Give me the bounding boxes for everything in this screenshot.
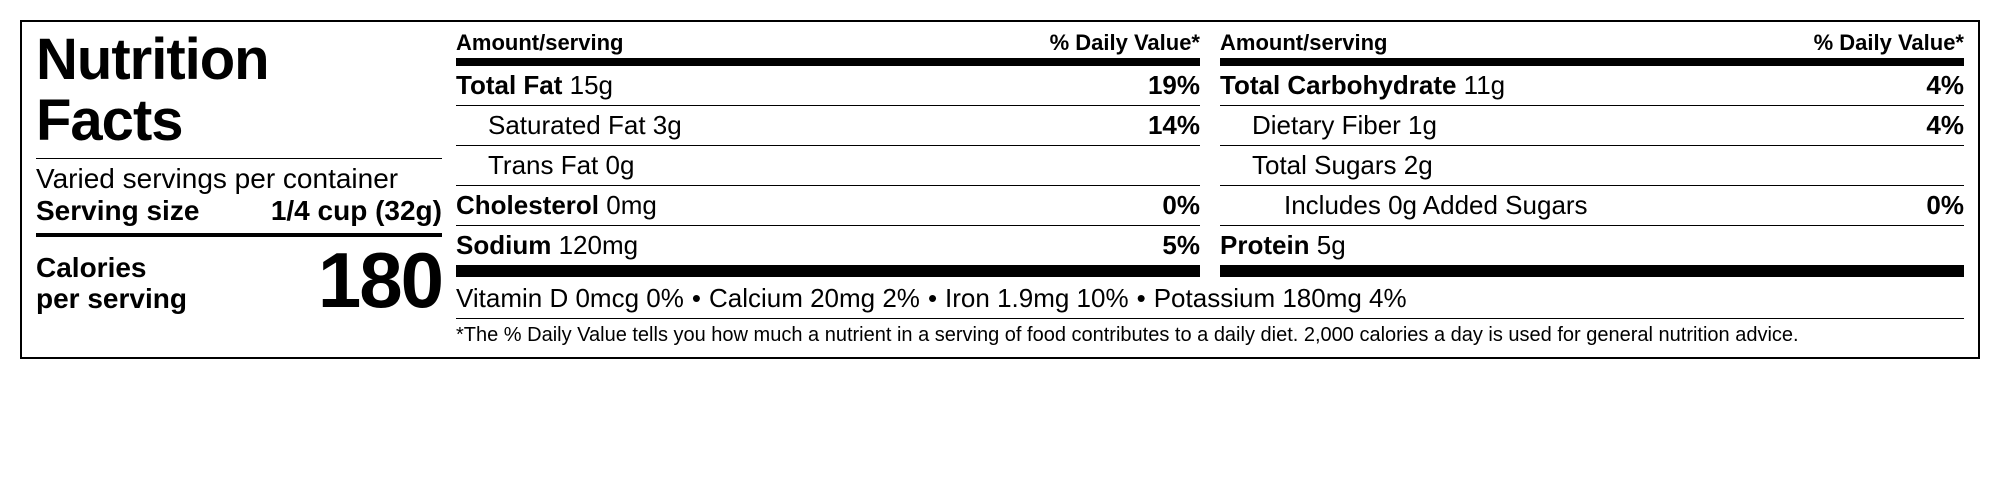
thick-divider (456, 58, 1200, 66)
very-thick-divider (1220, 265, 1964, 277)
nutrient-row: Dietary Fiber 1g 4% (1220, 106, 1964, 146)
title-line1: Nutrition (36, 27, 269, 92)
title-line2: Facts (36, 88, 183, 153)
calories-label-line1: Calories (36, 252, 147, 283)
header-dv: % Daily Value* (1814, 30, 1964, 56)
nutrient-row: Sodium 120mg 5% (456, 226, 1200, 265)
column-header: Amount/serving % Daily Value* (1220, 30, 1964, 58)
thick-divider (1220, 58, 1964, 66)
bullet-separator-icon: • (920, 283, 945, 313)
nutrient-label: Includes 0g Added Sugars (1220, 190, 1588, 221)
nutrient-label: Protein 5g (1220, 230, 1346, 261)
nutrient-amount: 2g (1397, 150, 1433, 180)
nutrient-label: Sodium 120mg (456, 230, 638, 261)
nutrient-amount: 11g (1456, 70, 1505, 100)
nutrient-name: Trans Fat (488, 150, 598, 180)
nutrient-amount: 0g (598, 150, 634, 180)
nutrient-name: Sodium (456, 230, 551, 260)
footnote: *The % Daily Value tells you how much a … (456, 319, 1964, 347)
nutrient-dv: 0% (1162, 190, 1200, 221)
bullet-separator-icon: • (684, 283, 709, 313)
nutrient-column-1: Amount/serving % Daily Value* Total Fat … (456, 30, 1200, 277)
nutrient-name: Total Fat (456, 70, 562, 100)
servings-per-container: Varied servings per container (36, 159, 442, 195)
vitamin-item: Calcium 20mg 2% (709, 283, 920, 313)
nutrient-columns: Amount/serving % Daily Value* Total Fat … (456, 30, 1964, 277)
column-header: Amount/serving % Daily Value* (456, 30, 1200, 58)
calories-row: Calories per serving 180 (36, 237, 442, 315)
vitamin-item: Potassium 180mg 4% (1154, 283, 1407, 313)
nutrient-amount: 3g (646, 110, 682, 140)
nutrient-row: Saturated Fat 3g 14% (456, 106, 1200, 146)
calories-label-line2: per serving (36, 283, 187, 314)
nutrient-name: Protein (1220, 230, 1310, 260)
serving-size-label: Serving size (36, 195, 199, 227)
nutrient-row: Cholesterol 0mg 0% (456, 186, 1200, 226)
nutrient-row: Protein 5g (1220, 226, 1964, 265)
header-amount: Amount/serving (1220, 30, 1387, 56)
very-thick-divider (456, 265, 1200, 277)
nutrient-label: Total Sugars 2g (1220, 150, 1433, 181)
nutrient-label: Dietary Fiber 1g (1220, 110, 1437, 141)
nutrient-row: Total Carbohydrate 11g 4% (1220, 66, 1964, 106)
nutrient-row: Total Fat 15g 19% (456, 66, 1200, 106)
nutrient-label: Saturated Fat 3g (456, 110, 682, 141)
nutrient-name: Cholesterol (456, 190, 599, 220)
nutrient-list-2: Total Carbohydrate 11g4%Dietary Fiber 1g… (1220, 66, 1964, 265)
calories-value: 180 (318, 245, 442, 315)
nutrition-facts-panel: Nutrition Facts Varied servings per cont… (20, 20, 1980, 359)
nutrient-name: Dietary Fiber (1252, 110, 1401, 140)
nutrient-label: Cholesterol 0mg (456, 190, 657, 221)
header-amount: Amount/serving (456, 30, 623, 56)
nutrient-dv: 4% (1926, 70, 1964, 101)
nutrient-label: Total Fat 15g (456, 70, 613, 101)
nutrient-row: Trans Fat 0g (456, 146, 1200, 186)
nutrient-amount: 5g (1310, 230, 1346, 260)
calories-label: Calories per serving (36, 253, 187, 315)
nutrient-dv: 19% (1148, 70, 1200, 101)
nutrient-row: Total Sugars 2g (1220, 146, 1964, 186)
left-column: Nutrition Facts Varied servings per cont… (36, 30, 456, 347)
nutrient-dv: 0% (1926, 190, 1964, 221)
nutrient-name: Includes 0g Added Sugars (1284, 190, 1588, 220)
nutrient-amount: 1g (1401, 110, 1437, 140)
title: Nutrition Facts (36, 30, 442, 158)
nutrient-amount: 120mg (551, 230, 638, 260)
header-dv: % Daily Value* (1050, 30, 1200, 56)
nutrient-name: Total Carbohydrate (1220, 70, 1456, 100)
right-column: Amount/serving % Daily Value* Total Fat … (456, 30, 1964, 347)
nutrient-label: Trans Fat 0g (456, 150, 634, 181)
nutrient-name: Total Sugars (1252, 150, 1397, 180)
nutrient-column-2: Amount/serving % Daily Value* Total Carb… (1220, 30, 1964, 277)
bullet-separator-icon: • (1129, 283, 1154, 313)
nutrient-amount: 0mg (599, 190, 657, 220)
nutrient-list-1: Total Fat 15g 19% Saturated Fat 3g 14% Trans… (456, 66, 1200, 265)
vitamin-item: Vitamin D 0mcg 0% (456, 283, 684, 313)
nutrient-dv: 5% (1162, 230, 1200, 261)
nutrient-amount: 15g (562, 70, 613, 100)
nutrient-dv: 4% (1926, 110, 1964, 141)
nutrient-dv: 14% (1148, 110, 1200, 141)
vitamin-item: Iron 1.9mg 10% (945, 283, 1129, 313)
vitamins-row: Vitamin D 0mcg 0%•Calcium 20mg 2%•Iron 1… (456, 277, 1964, 319)
nutrient-row: Includes 0g Added Sugars 0% (1220, 186, 1964, 226)
serving-size-row: Serving size 1/4 cup (32g) (36, 195, 442, 233)
nutrient-label: Total Carbohydrate 11g (1220, 70, 1505, 101)
nutrient-name: Saturated Fat (488, 110, 646, 140)
serving-size-value: 1/4 cup (32g) (271, 195, 442, 227)
